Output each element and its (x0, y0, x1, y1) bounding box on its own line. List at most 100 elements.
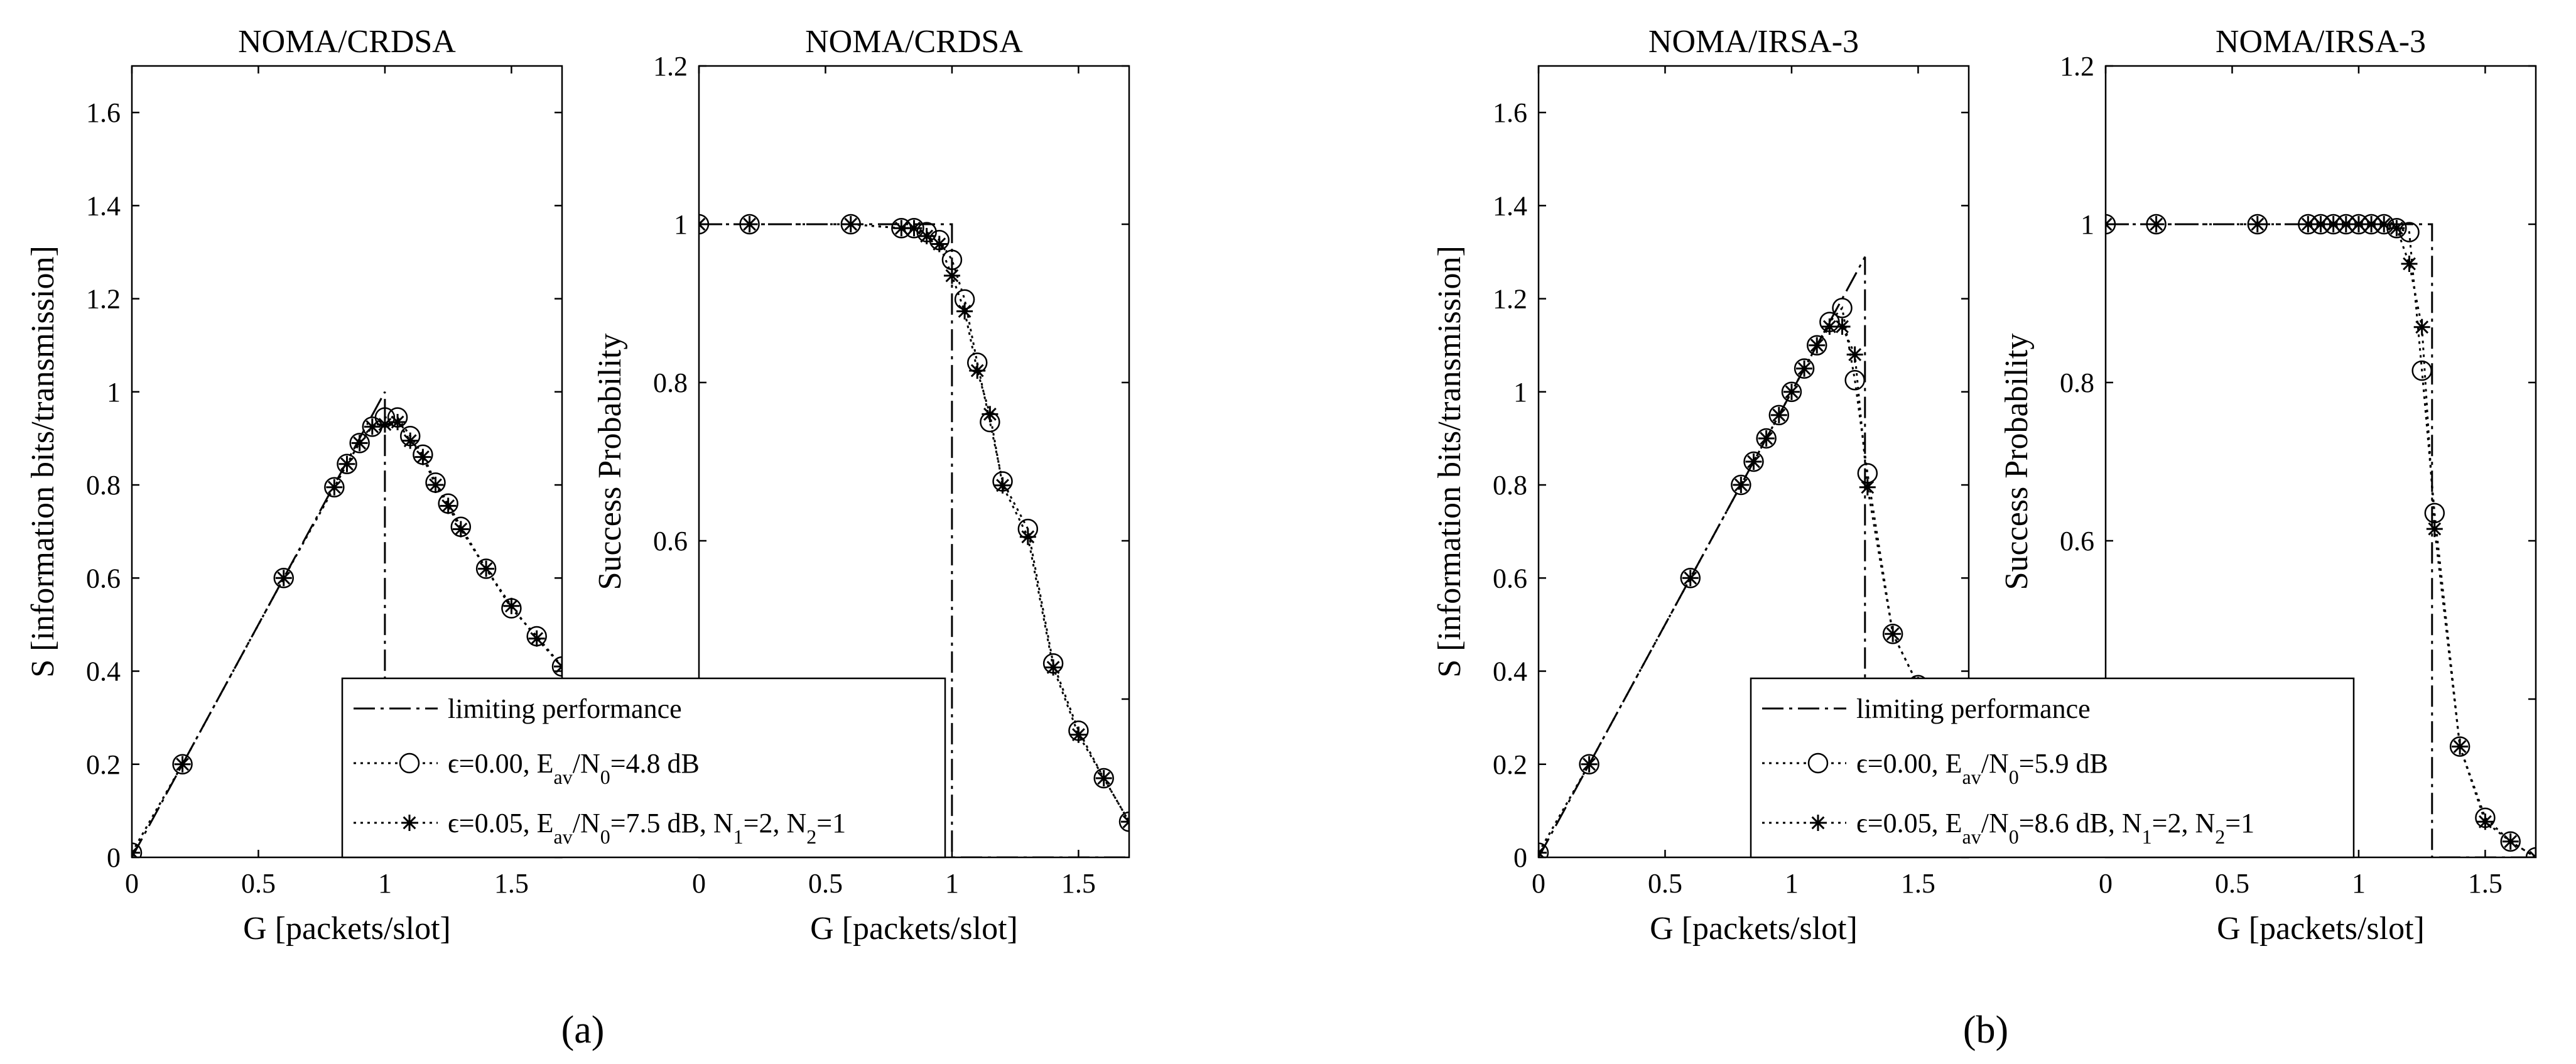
y-tick-label: 0.6 (653, 526, 688, 556)
data-point-star (1809, 337, 1826, 354)
data-point-star (2502, 833, 2519, 850)
data-point-star (1070, 726, 1087, 743)
data-point-star (478, 560, 495, 577)
data-point-star (918, 227, 935, 244)
chart-title: NOMA/IRSA-3 (2216, 24, 2426, 60)
data-point-circle (1756, 428, 1777, 449)
data-point-circle (132, 842, 143, 857)
data-point-star (956, 303, 973, 320)
data-point-star (452, 521, 469, 538)
y-tick-label: 0.8 (86, 470, 121, 501)
x-tick-label: 1 (1785, 868, 1799, 899)
data-point-star (2249, 216, 2266, 232)
x-axis-label: G [packets/slot] (2217, 911, 2425, 947)
x-tick-label: 0 (692, 868, 706, 899)
y-tick-label: 1.2 (1493, 284, 1527, 315)
data-point-circle (739, 214, 760, 235)
series-line-none-limit (132, 391, 562, 857)
data-point-star (503, 597, 520, 614)
data-point-star (2413, 318, 2430, 335)
y-tick-label: 0.2 (86, 749, 121, 780)
y-tick-label: 1 (107, 377, 121, 408)
data-point-circle (349, 433, 370, 453)
panel-label-b: (b) (1963, 1009, 2008, 1051)
data-point-star (2325, 216, 2342, 232)
data-point-star (2388, 220, 2405, 237)
data-point-star (2528, 849, 2536, 857)
series-line-none-limit (2106, 223, 2536, 857)
data-point-star (1758, 430, 1775, 447)
data-point-star (338, 455, 355, 472)
series-line-star (2106, 223, 2536, 857)
x-tick-label: 1.5 (1901, 868, 1935, 899)
data-point-star (2477, 813, 2494, 830)
data-point-star (893, 220, 910, 237)
data-point-star (2376, 216, 2393, 232)
legend-a: limiting performance ϵ=0.00, Eav/N0=4.8 d… (341, 677, 946, 859)
chart-panel-3: NOMA/IRSA-3 0 0.5 1 1.5 0 0.2 0.4 0.6 0.8 1 1.2 1.4 1… (1432, 24, 1970, 947)
data-point-star (1770, 406, 1787, 423)
data-point-star (2106, 216, 2114, 232)
legend-entry-label: ϵ=0.00, Eav/N0=4.8 dB (448, 748, 700, 788)
plot-area (132, 391, 562, 857)
y-axis-label: S [information bits/transmission] (25, 246, 61, 678)
legend-box (1750, 677, 2355, 859)
data-point-circle (1579, 754, 1599, 775)
data-point-star (174, 756, 191, 773)
data-point-circle (172, 754, 193, 775)
x-tick-label: 1 (945, 868, 959, 899)
data-point-circle (324, 477, 345, 498)
data-point-star (2452, 738, 2469, 755)
y-tick-label: 0.8 (653, 367, 688, 398)
data-point-star (906, 220, 923, 237)
series-line-star (1539, 325, 1919, 854)
data-point-star (931, 236, 948, 252)
data-point-circle (2449, 736, 2470, 757)
x-tick-label: 0 (1532, 868, 1545, 899)
chart-panel-4: NOMA/IRSA-300.511.50.40.60.811.2G [packe… (1999, 24, 2537, 947)
legend-marker-circle (399, 752, 420, 774)
y-tick-label: 0.4 (1493, 656, 1527, 687)
data-point-star (2350, 216, 2367, 232)
x-tick-label: 0 (125, 868, 139, 899)
data-point-star (2148, 216, 2165, 232)
x-tick-label: 0.5 (241, 868, 276, 899)
data-point-star (1846, 346, 1863, 363)
data-point-star (528, 630, 545, 647)
legend-b: limiting performance ϵ=0.00, Eav/N0=5.9 d… (1750, 677, 2355, 859)
x-tick-label: 1 (378, 868, 392, 899)
y-tick-label: 1 (2081, 209, 2094, 240)
legend-marker-star (401, 815, 418, 831)
data-point-circle (2146, 214, 2167, 235)
data-point-star (1821, 318, 1838, 335)
x-tick-label: 1.5 (494, 868, 529, 899)
data-point-star (1859, 479, 1876, 496)
data-point-circle (337, 453, 357, 474)
chart-panel-1: NOMA/CRDSA 0 0.5 1 1.5 0 0.2 0.4 0.6 0.8 1 1.2 1.4 1.… (25, 24, 563, 947)
data-point-star (364, 418, 381, 435)
y-axis-label: S [information bits/transmission] (1432, 246, 1468, 678)
data-point-circle (551, 656, 562, 677)
data-point-star (1783, 383, 1800, 400)
data-point-star (1682, 570, 1699, 587)
plot-area (1539, 256, 1969, 857)
y-tick-label: 0.8 (2060, 367, 2094, 398)
data-point-star (1796, 360, 1813, 377)
data-point-star (1045, 659, 1062, 676)
data-point-circle (2411, 360, 2432, 381)
data-point-star (132, 844, 140, 857)
y-tick-label: 0 (1513, 842, 1527, 873)
legend-entry-label: ϵ=0.00, Eav/N0=5.9 dB (1856, 748, 2108, 788)
legend-entry-label: limiting performance (448, 693, 682, 724)
x-tick-label: 0.5 (808, 868, 843, 899)
data-point-circle (1768, 404, 1790, 426)
y-tick-label: 0.6 (86, 563, 121, 594)
legend-entry-label: limiting performance (1856, 693, 2091, 724)
x-tick-label: 0 (2099, 868, 2113, 899)
y-tick-label: 0.4 (86, 656, 121, 687)
data-point-circle (273, 568, 295, 589)
data-point-star (351, 435, 368, 452)
data-point-star (994, 477, 1011, 494)
data-point-circle (1844, 370, 1865, 391)
